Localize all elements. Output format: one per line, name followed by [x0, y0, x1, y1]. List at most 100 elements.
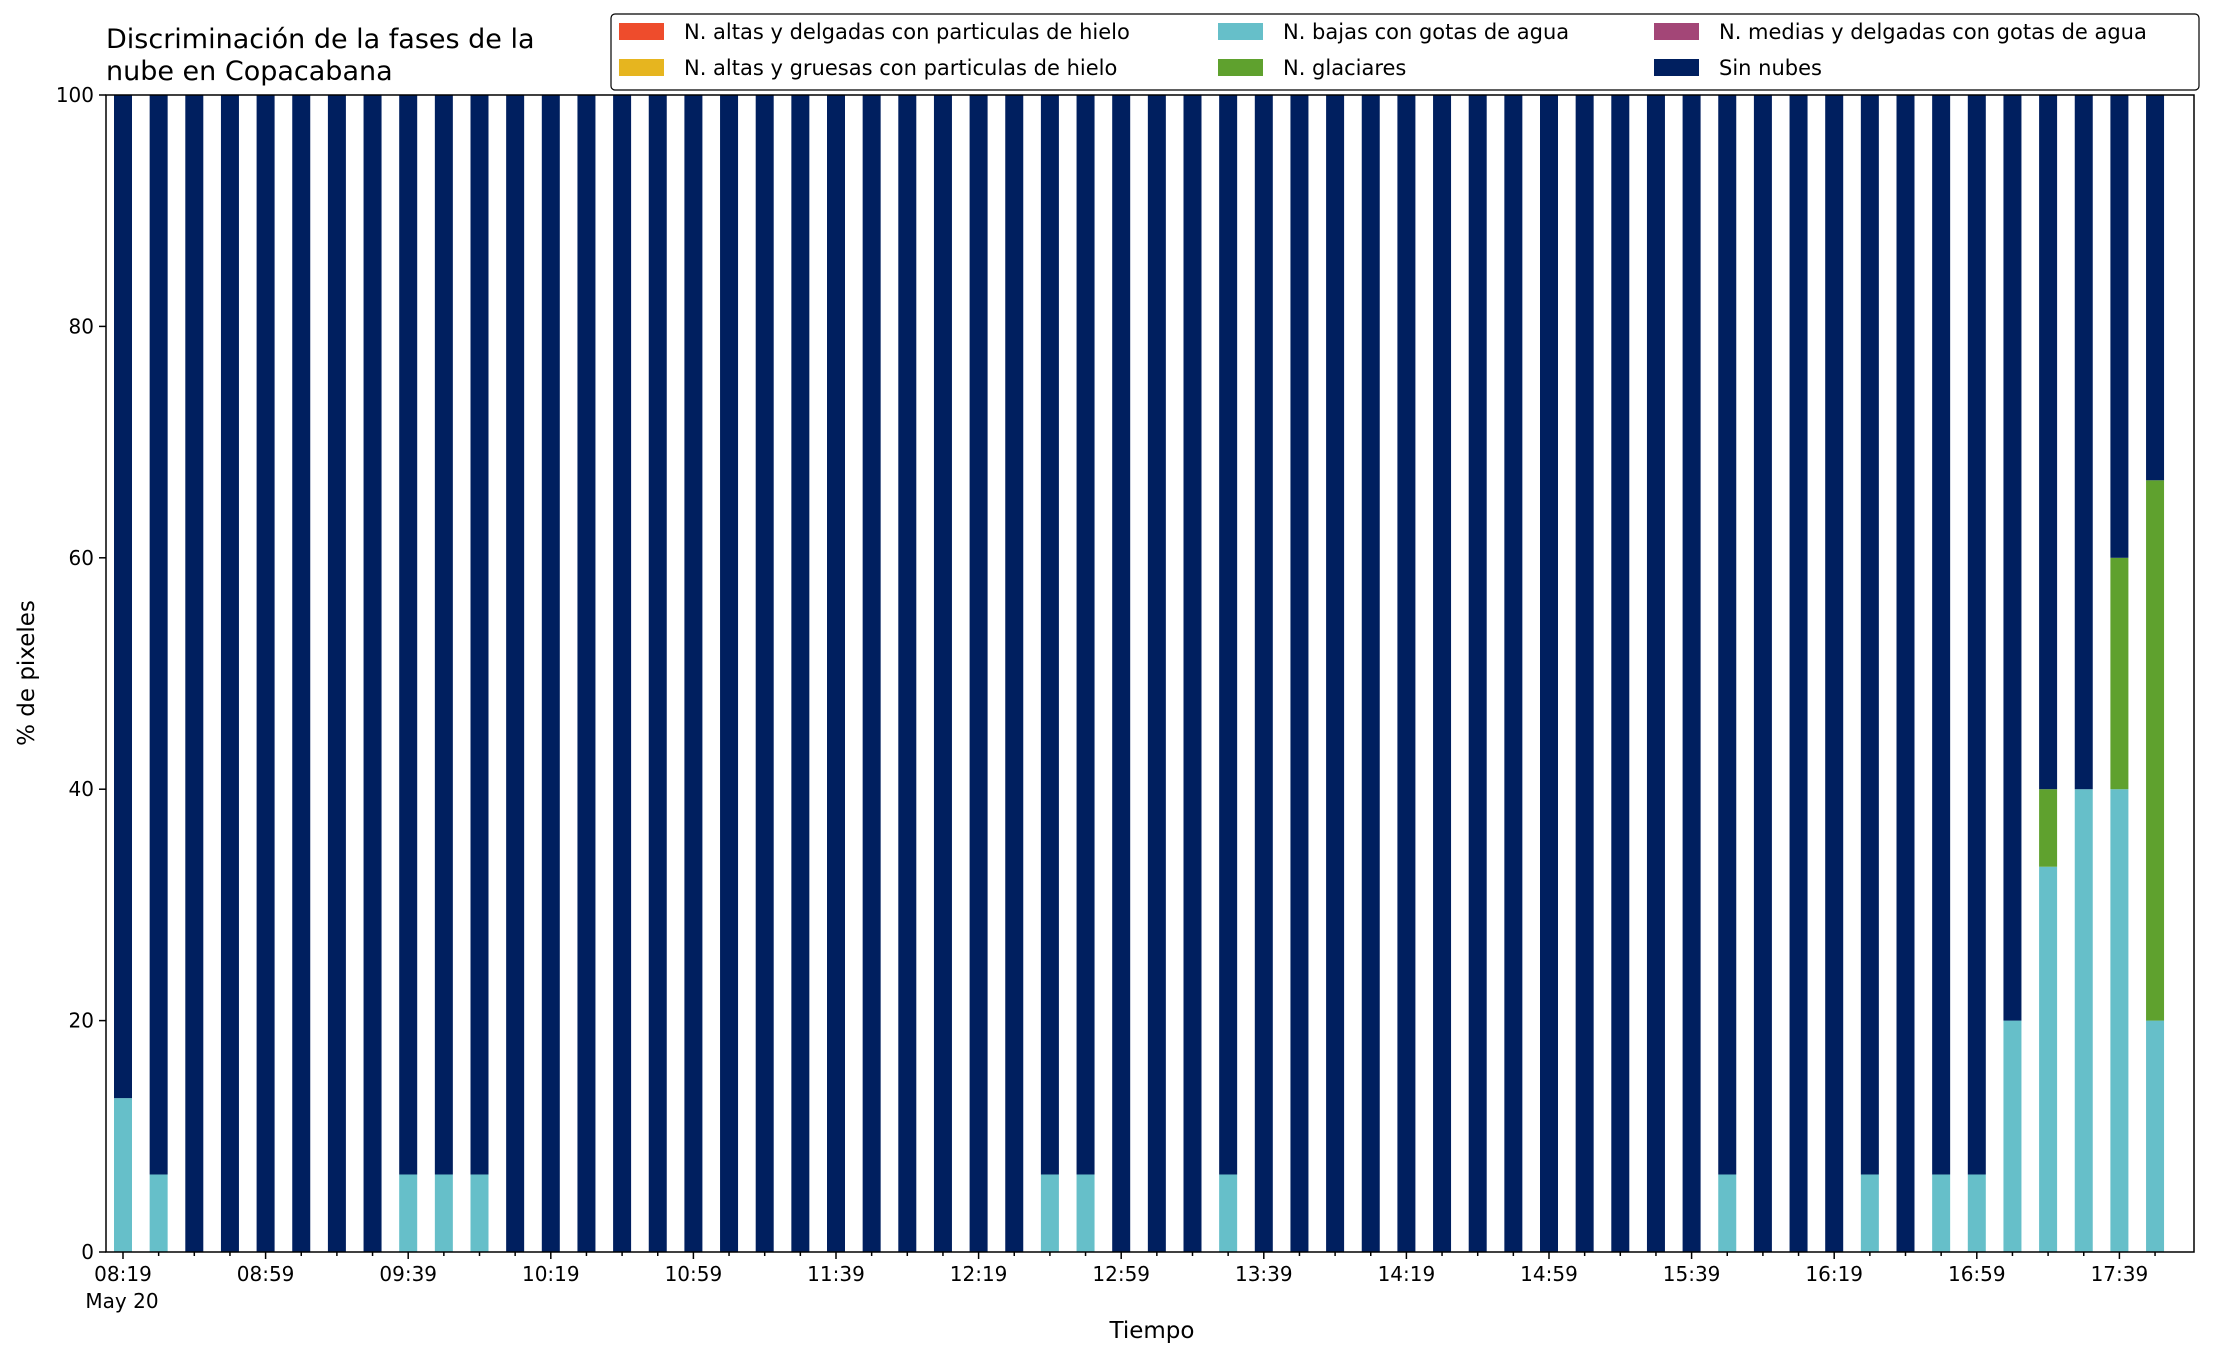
- bar-segment: [1040, 1174, 1059, 1252]
- bar-segment: [1183, 95, 1202, 1252]
- legend-label: Sin nubes: [1719, 56, 1822, 80]
- x-axis-label: Tiempo: [1109, 1318, 1195, 1344]
- chart-title: Discriminación de la fases de la nube en…: [106, 24, 543, 87]
- bar-segment: [648, 95, 667, 1252]
- x-tick-label: 08:19: [94, 1262, 152, 1286]
- bar-segment: [1932, 95, 1951, 1175]
- legend-label: N. glaciares: [1283, 56, 1406, 80]
- y-tick-label: 80: [69, 314, 94, 338]
- bar-segment: [684, 95, 703, 1252]
- bar-segment: [862, 95, 881, 1252]
- bar-segment: [1718, 95, 1737, 1175]
- bar-segment: [2110, 95, 2129, 558]
- bar-segment: [1219, 1174, 1238, 1252]
- bar-segment: [470, 95, 489, 1175]
- x-tick-label: 12:19: [950, 1262, 1008, 1286]
- bar-segment: [1860, 1174, 1879, 1252]
- bar-segment: [755, 95, 774, 1252]
- bar-segment: [2003, 95, 2022, 1021]
- legend-frame: [610, 13, 2200, 91]
- bar-segment: [1967, 95, 1986, 1175]
- y-tick-label: 100: [56, 83, 94, 107]
- bar-segment: [2110, 789, 2129, 1252]
- bar-segment: [1646, 95, 1665, 1252]
- bar-segment: [1147, 95, 1166, 1252]
- bar-segment: [256, 95, 275, 1252]
- bar-segment: [292, 95, 311, 1252]
- bar-segment: [434, 1174, 453, 1252]
- y-tick-label: 0: [81, 1240, 94, 1264]
- bar-segment: [1575, 95, 1594, 1252]
- bar-segment: [1361, 95, 1380, 1252]
- bar-segment: [613, 95, 632, 1252]
- bar-segment: [2039, 95, 2058, 790]
- bar-segment: [577, 95, 596, 1252]
- x-tick-label: 13:39: [1235, 1262, 1293, 1286]
- bar-segment: [114, 1098, 132, 1252]
- bar-segment: [1219, 95, 1238, 1175]
- x-tick-label: 15:39: [1663, 1262, 1721, 1286]
- bar-segment: [827, 95, 845, 1252]
- x-tick-label: 17:39: [2091, 1262, 2149, 1286]
- bar-segment: [541, 95, 560, 1252]
- x-tick-label: 10:59: [665, 1262, 723, 1286]
- bar-segment: [1326, 95, 1345, 1252]
- chart-title-line-1: Discriminación de la fases de la: [106, 24, 535, 55]
- bar-segment: [1682, 95, 1701, 1252]
- bar-segment: [506, 95, 525, 1252]
- bar-segment: [1433, 95, 1452, 1252]
- bar-segment: [1397, 95, 1416, 1252]
- legend: N. altas y delgadas con particulas de hi…: [610, 13, 2200, 91]
- bar-segment: [2146, 95, 2165, 481]
- x-tick-label: 09:39: [379, 1262, 437, 1286]
- bar-segment: [791, 95, 810, 1252]
- bar-segment: [2003, 1020, 2022, 1252]
- x-tick-label: 08:59: [237, 1262, 295, 1286]
- bar-segment: [470, 1174, 489, 1252]
- x-tick-label: 14:19: [1378, 1262, 1436, 1286]
- bar-segment: [2039, 866, 2058, 1252]
- bar-segment: [185, 95, 204, 1252]
- bar-segment: [2074, 789, 2093, 1252]
- bar-segment: [1468, 95, 1487, 1252]
- y-axis-label: % de pixeles: [14, 600, 40, 746]
- x-tick-label: 16:59: [1948, 1262, 2006, 1286]
- x-tick-label: 14:59: [1520, 1262, 1578, 1286]
- bar-segment: [1076, 1174, 1095, 1252]
- bar-segment: [2146, 1020, 2165, 1252]
- bar-segment: [399, 1174, 418, 1252]
- bar-segment: [1753, 95, 1772, 1252]
- bar-segment: [1290, 95, 1309, 1252]
- bar-segment: [933, 95, 952, 1252]
- bar-segment: [1718, 1174, 1737, 1252]
- bar-segment: [1967, 1174, 1986, 1252]
- bar-segment: [1896, 95, 1915, 1252]
- bar-segment: [1040, 95, 1059, 1175]
- bar-segment: [1932, 1174, 1951, 1252]
- x-date-label: May 20: [85, 1289, 158, 1313]
- x-tick-label: 16:19: [1805, 1262, 1863, 1286]
- bar-segment: [1504, 95, 1523, 1252]
- y-tick-label: 40: [69, 777, 94, 801]
- y-axis: 0 20 40 60 80 100: [56, 83, 106, 1264]
- bar-segment: [327, 95, 346, 1252]
- bar-segment: [969, 95, 988, 1252]
- y-tick-label: 60: [69, 546, 94, 570]
- bar-segment: [1254, 95, 1273, 1252]
- bar-segment: [1076, 95, 1095, 1175]
- bar-segment: [149, 1174, 168, 1252]
- legend-label: N. medias y delgadas con gotas de agua: [1719, 20, 2147, 44]
- bar-segment: [434, 95, 453, 1175]
- bar-segment: [1789, 95, 1808, 1252]
- legend-swatch: [1218, 23, 1263, 40]
- legend-swatch: [1654, 59, 1699, 76]
- bar-segment: [720, 95, 739, 1252]
- bar-segment: [898, 95, 917, 1252]
- plot-frame: [105, 94, 2195, 1253]
- legend-swatch: [1654, 23, 1699, 40]
- chart-title-line-2: nube en Copacabana: [106, 56, 393, 87]
- x-tick-label: 12:59: [1092, 1262, 1150, 1286]
- bar-segment: [2039, 789, 2058, 867]
- bar-segment: [1005, 95, 1024, 1252]
- bar-segment: [2146, 480, 2165, 1021]
